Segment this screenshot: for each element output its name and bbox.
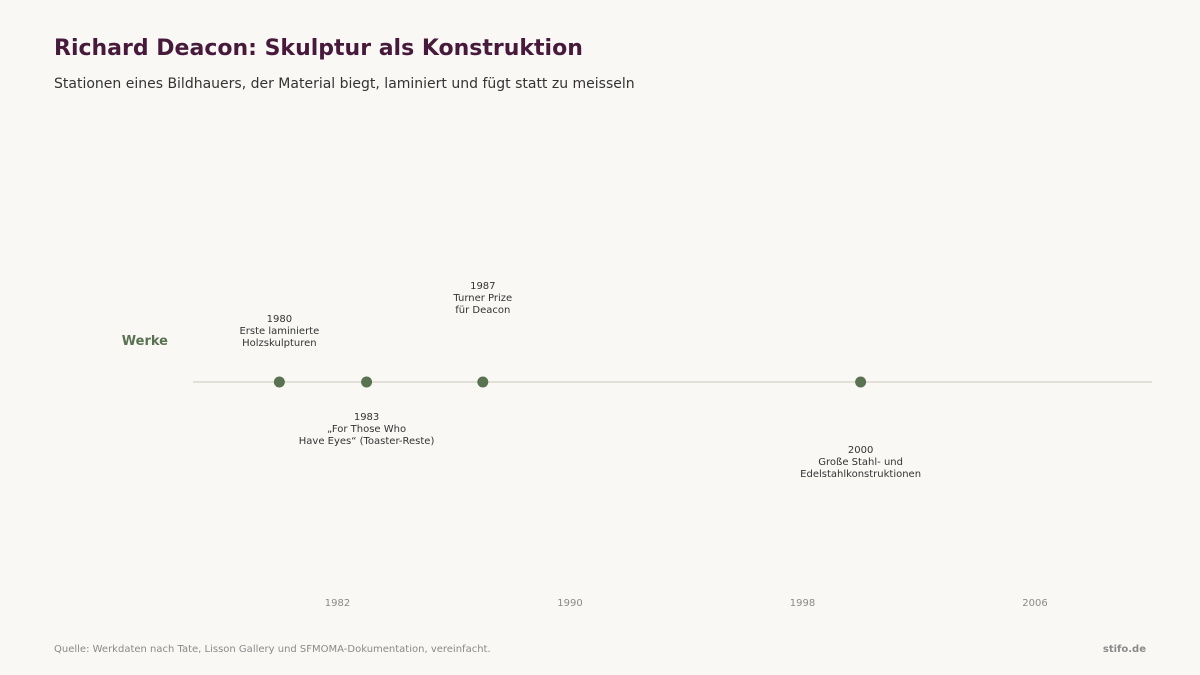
page-subtitle: Stationen eines Bildhauers, der Material…	[54, 76, 635, 92]
event-marker	[855, 376, 867, 388]
event-label-line: für Deacon	[455, 305, 510, 316]
event-label-line: Turner Prize	[452, 293, 512, 304]
event-label-line: Erste laminierte	[239, 326, 319, 337]
event-marker	[477, 376, 489, 388]
event-label-line: 1987	[470, 281, 495, 292]
event-marker	[273, 376, 285, 388]
event-label-line: Have Eyes“ (Toaster-Reste)	[299, 436, 435, 447]
event-label: 1980 Erste laminierte Holzskulpturen	[239, 314, 319, 349]
event-label-line: 1980	[267, 314, 292, 325]
x-tick-label: 2006	[1022, 598, 1047, 609]
event-label: 1983 „For Those Who Have Eyes“ (Toaster-Re…	[299, 412, 435, 447]
event-label-line: Große Stahl- und	[818, 457, 903, 468]
event-label-line: 2000	[848, 445, 873, 456]
event-label-line: Edelstahlkonstruktionen	[800, 469, 921, 480]
event-label: 1987 Turner Prize für Deacon	[452, 281, 512, 316]
page-title: Richard Deacon: Skulptur als Konstruktio…	[54, 36, 583, 61]
event-marker	[361, 376, 373, 388]
brand-label: stifo.de	[1102, 644, 1146, 655]
x-tick-label: 1990	[557, 598, 582, 609]
event-label-line: 1983	[354, 412, 379, 423]
x-tick-label: 1998	[790, 598, 815, 609]
x-tick-label: 1982	[325, 598, 350, 609]
event-label: 2000 Große Stahl- und Edelstahlkonstruktio…	[800, 445, 921, 480]
source-note: Quelle: Werkdaten nach Tate, Lisson Gall…	[54, 644, 491, 655]
event-label-line: Holzskulpturen	[242, 338, 316, 349]
lane-label: Werke	[122, 334, 168, 349]
event-label-line: „For Those Who	[327, 424, 406, 435]
